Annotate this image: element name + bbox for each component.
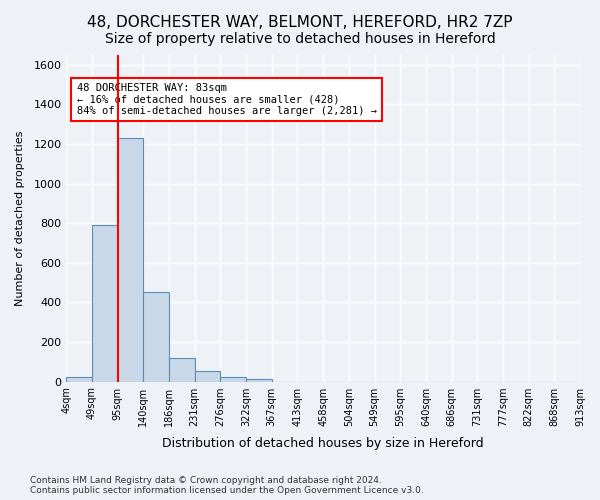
Text: 48 DORCHESTER WAY: 83sqm
← 16% of detached houses are smaller (428)
84% of semi-: 48 DORCHESTER WAY: 83sqm ← 16% of detach… [77,83,377,116]
Text: 48, DORCHESTER WAY, BELMONT, HEREFORD, HR2 7ZP: 48, DORCHESTER WAY, BELMONT, HEREFORD, H… [87,15,513,30]
Bar [118,138,143,382]
Bar [169,358,195,382]
Y-axis label: Number of detached properties: Number of detached properties [15,130,25,306]
Text: Size of property relative to detached houses in Hereford: Size of property relative to detached ho… [104,32,496,46]
Bar [220,376,246,382]
Bar [195,370,220,382]
Bar [92,225,118,382]
Bar [67,376,92,382]
Bar [246,379,272,382]
Text: Contains HM Land Registry data © Crown copyright and database right 2024.
Contai: Contains HM Land Registry data © Crown c… [30,476,424,495]
Bar [143,292,169,382]
X-axis label: Distribution of detached houses by size in Hereford: Distribution of detached houses by size … [163,437,484,450]
